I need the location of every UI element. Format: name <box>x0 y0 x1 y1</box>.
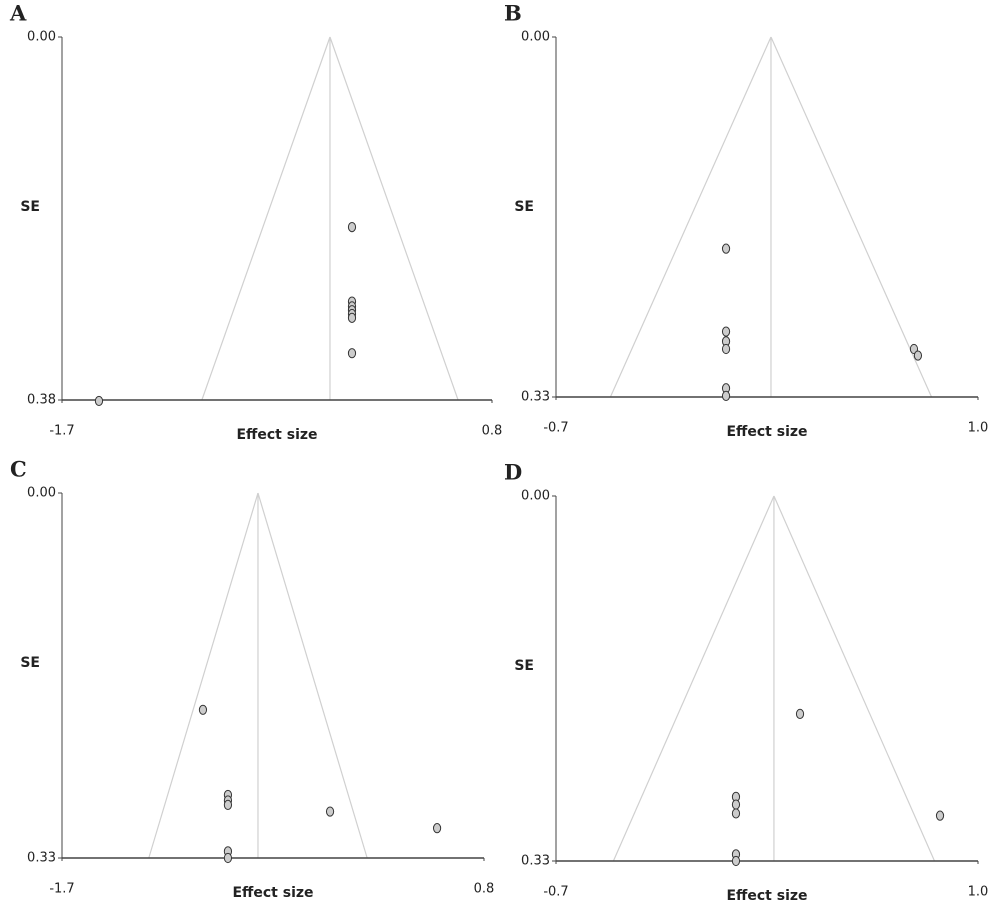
study-point <box>347 348 357 359</box>
x-tick-label: -0.7 <box>543 421 568 436</box>
study-point <box>795 708 805 719</box>
study-point <box>347 312 357 323</box>
y-tick-label: 0.33 <box>521 854 550 869</box>
study-point <box>721 343 731 355</box>
study-point <box>721 390 731 402</box>
study-point <box>935 810 945 821</box>
y-tick-label: 0.00 <box>27 486 56 501</box>
study-point <box>731 808 741 819</box>
study-point <box>721 243 731 254</box>
funnel-edge <box>329 36 459 401</box>
study-point <box>223 799 233 811</box>
x-axis-label: Effect size <box>236 427 317 443</box>
funnel-edge <box>770 36 933 398</box>
study-point <box>347 221 357 233</box>
x-tick-label: 1.0 <box>968 885 989 900</box>
funnel-edge <box>773 495 936 862</box>
study-point <box>731 799 741 810</box>
funnel-edge <box>257 492 368 859</box>
x-axis-label: Effect size <box>726 888 807 904</box>
y-axis-label: SE <box>20 655 40 671</box>
y-axis-label: SE <box>514 199 534 215</box>
x-tick-label: 1.0 <box>968 421 989 436</box>
y-tick-label: 0.00 <box>521 489 550 504</box>
x-tick-label: -1.7 <box>49 882 74 897</box>
x-axis-label: Effect size <box>726 424 807 440</box>
x-axis-label: Effect size <box>232 885 313 901</box>
panel-label: D <box>504 460 522 485</box>
x-tick-label: -0.7 <box>543 885 568 900</box>
y-axis-label: SE <box>514 658 534 674</box>
study-point <box>432 823 442 834</box>
funnel-edge <box>201 36 331 401</box>
funnel-edge <box>148 492 259 859</box>
study-point <box>721 326 731 337</box>
study-point <box>198 704 208 715</box>
y-axis-label: SE <box>20 199 40 215</box>
y-tick-label: 0.00 <box>521 30 550 45</box>
funnel-edge <box>612 495 775 862</box>
y-tick-label: 0.38 <box>27 393 56 408</box>
y-tick-label: 0.33 <box>521 390 550 405</box>
y-tick-label: 0.00 <box>27 30 56 45</box>
y-tick-label: 0.33 <box>27 851 56 866</box>
funnel-edge <box>609 36 772 398</box>
x-tick-label: 0.8 <box>474 882 495 897</box>
panel-label: B <box>504 1 522 26</box>
study-point <box>731 855 741 867</box>
panel-label: A <box>9 1 27 26</box>
x-tick-label: 0.8 <box>482 424 503 439</box>
study-point <box>94 395 104 407</box>
study-point <box>913 350 923 361</box>
study-point <box>223 852 233 864</box>
study-point <box>325 806 335 817</box>
panel-label: C <box>10 457 27 482</box>
x-tick-label: -1.7 <box>49 424 74 439</box>
